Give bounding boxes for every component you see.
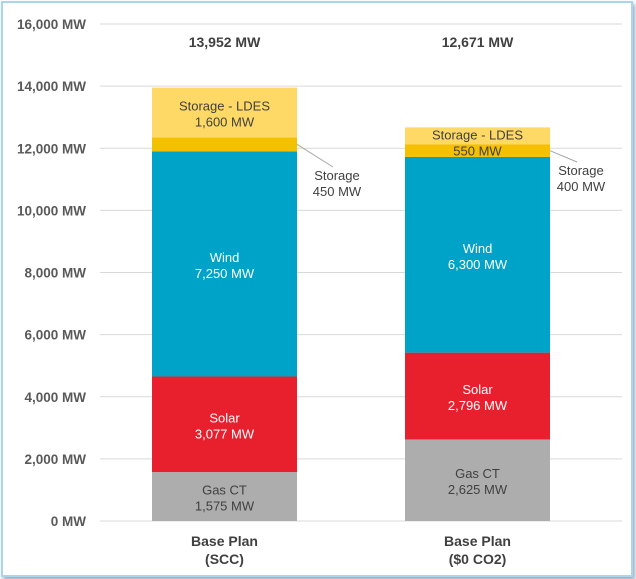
series-label: Storage - LDES [432,127,523,142]
total-label: 13,952 MW [189,34,261,50]
x-tick-label: Base Plan [191,533,258,549]
data-label: 3,077 MW [195,426,255,441]
series-label: Solar [462,382,493,397]
data-label: 2,796 MW [448,398,508,413]
series-label: Gas CT [455,466,500,481]
data-label: 450 MW [313,184,362,199]
data-label: 7,250 MW [195,266,255,281]
y-tick-label: 12,000 MW [17,141,86,156]
bar-segment-storage-ldes [152,87,297,138]
y-tick-label: 0 MW [51,514,87,529]
bar-segment-solar [152,376,297,473]
data-label: 1,600 MW [195,114,255,129]
y-tick-label: 2,000 MW [24,452,86,467]
data-label: 2,625 MW [448,482,508,497]
bar-segment-storage [405,144,550,157]
y-tick-label: 6,000 MW [24,328,86,343]
bar-segment-solar [405,352,550,440]
series-label: Wind [463,241,493,256]
callout-line [549,150,578,163]
bar-segment-storage-ldes [405,127,550,145]
y-tick-label: 10,000 MW [17,203,86,218]
data-label: 400 MW [557,179,606,194]
series-label: Wind [210,250,240,265]
data-label: 550 MW [453,143,502,158]
bar-segment-wind [152,151,297,377]
data-label: 6,300 MW [448,257,508,272]
bar-segment-wind [405,156,550,353]
total-label: 12,671 MW [442,34,514,50]
x-tick-label: (SCC) [205,551,244,567]
bar-segment-gas-ct [152,472,297,521]
series-label: Solar [209,410,240,425]
series-label: Gas CT [202,483,247,498]
data-label: 1,575 MW [195,499,255,514]
x-tick-label: Base Plan [444,533,511,549]
y-tick-label: 14,000 MW [17,79,86,94]
y-tick-label: 16,000 MW [17,17,86,32]
x-tick-label: ($0 CO2) [449,551,507,567]
series-label: Storage [314,168,360,183]
series-label: Storage - LDES [179,98,270,113]
y-tick-label: 4,000 MW [24,390,86,405]
series-label: Storage [558,163,604,178]
y-tick-label: 8,000 MW [24,266,86,281]
bar-segment-gas-ct [405,439,550,521]
bar-segment-storage [152,137,297,152]
callout-line [296,143,334,168]
